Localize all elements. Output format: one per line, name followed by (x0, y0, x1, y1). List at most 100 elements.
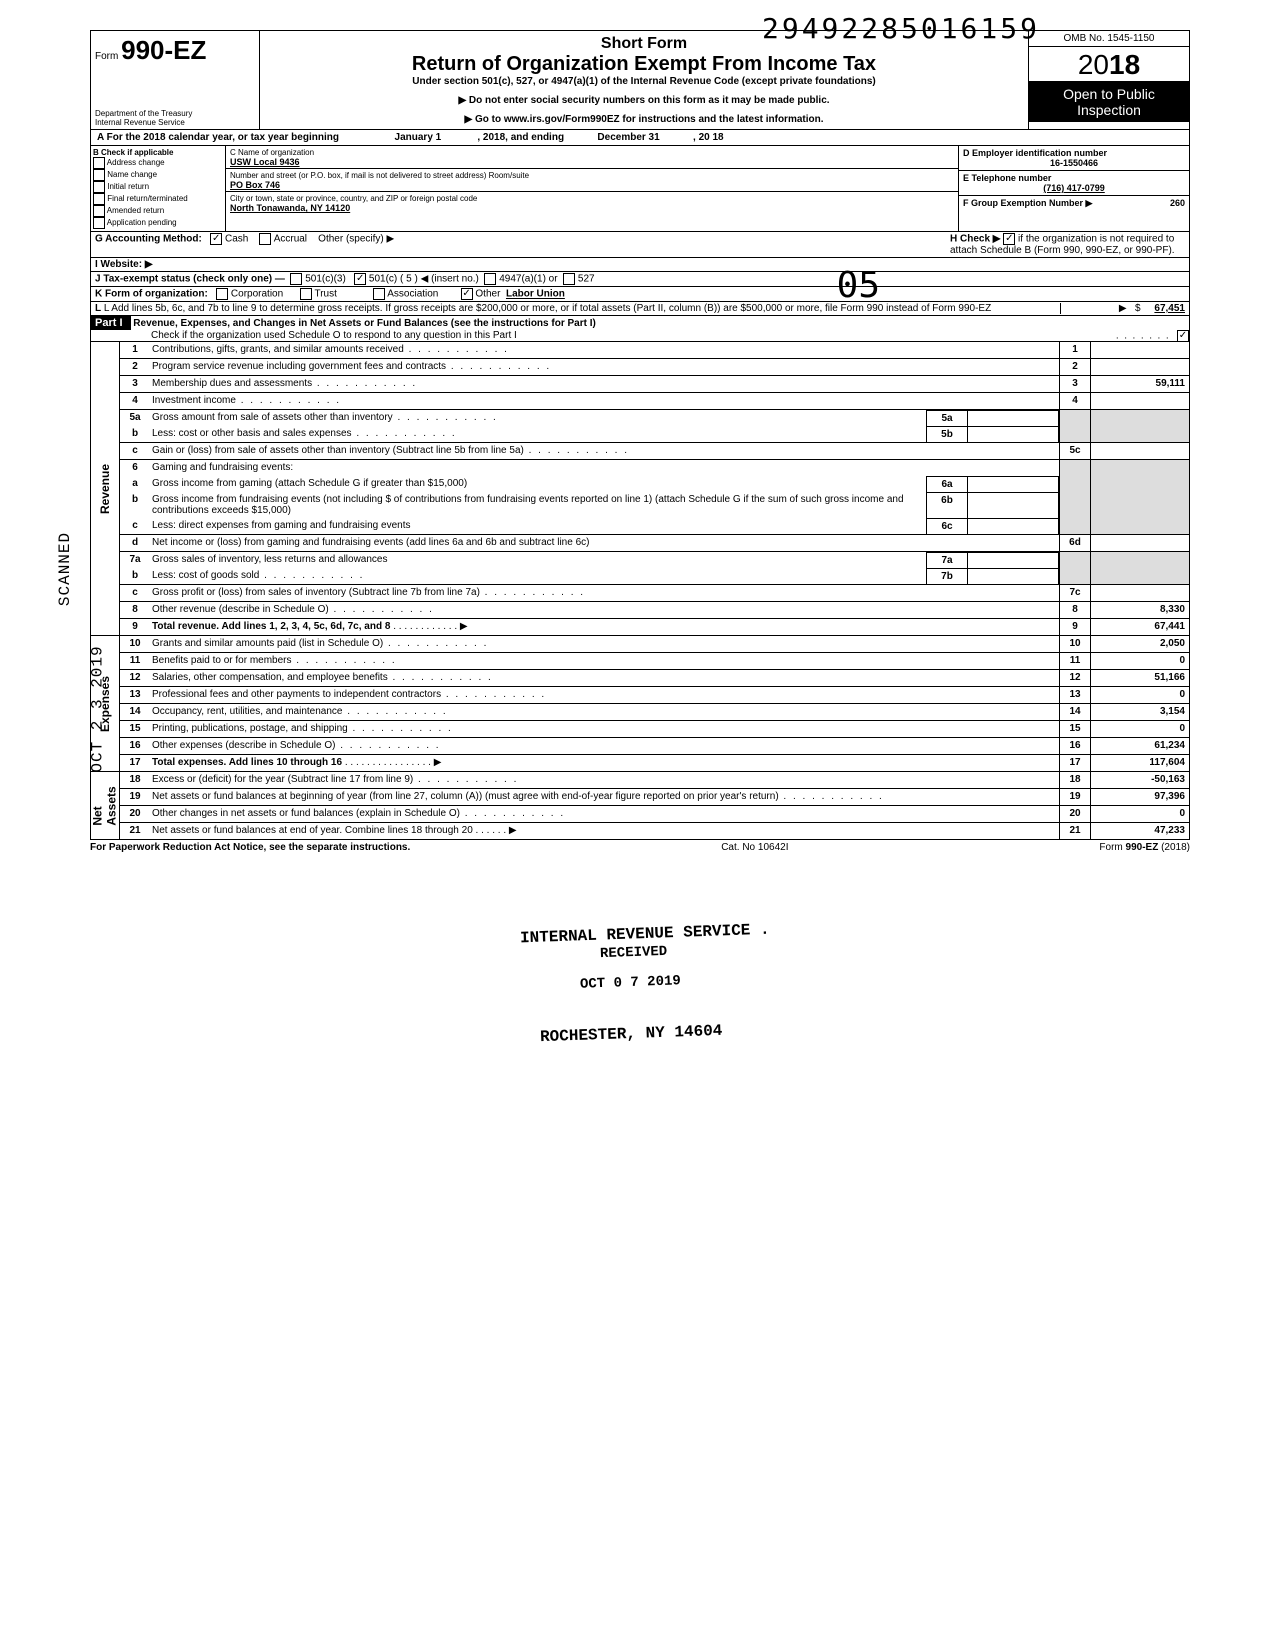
revenue-sidebar: Revenue (98, 463, 112, 513)
line-13-val: 0 (1090, 687, 1189, 703)
label-f-group: F Group Exemption Number ▶ (963, 198, 1092, 208)
line-l-value: 67,451 (1154, 303, 1185, 314)
irs-url: ▶ Go to www.irs.gov/Form990EZ for instru… (264, 114, 1024, 125)
phone-value: (716) 417-0799 (963, 183, 1185, 193)
line-14-val: 3,154 (1090, 704, 1189, 720)
line-19-desc: Net assets or fund balances at beginning… (150, 789, 1059, 805)
checkbox-application-pending[interactable] (93, 217, 105, 229)
checkbox-amended-return[interactable] (93, 205, 105, 217)
line-10-val: 2,050 (1090, 636, 1189, 652)
scanned-date-stamp: OCT 2 3 2019 (89, 645, 107, 772)
label-d-ein: D Employer identification number (963, 148, 1107, 158)
line-21-desc: Net assets or fund balances at end of ye… (150, 823, 1059, 839)
footer-paperwork: For Paperwork Reduction Act Notice, see … (90, 842, 410, 853)
line-7b-desc: Less: cost of goods sold (150, 568, 926, 584)
label-g-accounting: G Accounting Method: (95, 234, 202, 245)
stamp-rochester: ROCHESTER, NY 14604 (540, 1022, 723, 1046)
checkbox-initial-return[interactable] (93, 181, 105, 193)
line-6d-desc: Net income or (loss) from gaming and fun… (150, 535, 1059, 551)
stamp-received: RECEIVED (600, 944, 668, 962)
ein-value: 16-1550466 (963, 158, 1185, 168)
line-20-desc: Other changes in net assets or fund bala… (150, 806, 1059, 822)
checkbox-corp[interactable] (216, 288, 228, 300)
checkbox-h-schedule-b[interactable] (1003, 233, 1015, 245)
handwritten-05: 05 (837, 265, 880, 306)
line-20-val: 0 (1090, 806, 1189, 822)
stamp-irs: INTERNAL REVENUE SERVICE . (520, 921, 770, 948)
org-city: North Tonawanda, NY 14120 (230, 203, 350, 213)
line-8-val: 8,330 (1090, 602, 1189, 618)
line-5c-desc: Gain or (loss) from sale of assets other… (150, 443, 1059, 459)
line-9-desc: Total revenue. Add lines 1, 2, 3, 4, 5c,… (150, 619, 1059, 635)
line-15-desc: Printing, publications, postage, and shi… (150, 721, 1059, 737)
line-12-val: 51,166 (1090, 670, 1189, 686)
line-6-desc: Gaming and fundraising events: (150, 460, 1059, 476)
line-11-desc: Benefits paid to or for members (150, 653, 1059, 669)
return-title: Return of Organization Exempt From Incom… (264, 53, 1024, 76)
line-1-desc: Contributions, gifts, grants, and simila… (150, 342, 1059, 358)
label-i-website: I Website: ▶ (95, 259, 153, 270)
under-section: Under section 501(c), 527, or 4947(a)(1)… (264, 76, 1024, 87)
checkbox-assoc[interactable] (373, 288, 385, 300)
omb-number: OMB No. 1545-1150 (1029, 31, 1189, 47)
line-4-desc: Investment income (150, 393, 1059, 409)
checkbox-other-org[interactable] (461, 288, 473, 300)
line-9-val: 67,441 (1090, 619, 1189, 635)
checkbox-4947[interactable] (484, 273, 496, 285)
section-b-checkboxes: B Check if applicable Address change Nam… (91, 146, 226, 231)
line-7c-val (1090, 585, 1189, 601)
label-c-name: C Name of organization (230, 148, 314, 157)
line-3-desc: Membership dues and assessments (150, 376, 1059, 392)
net-assets-sidebar: Net Assets (91, 786, 119, 825)
checkbox-501c3[interactable] (290, 273, 302, 285)
line-7a-desc: Gross sales of inventory, less returns a… (150, 552, 926, 568)
line-6a-desc: Gross income from gaming (attach Schedul… (150, 476, 926, 492)
line-5b-desc: Less: cost or other basis and sales expe… (150, 426, 926, 442)
checkbox-accrual[interactable] (259, 233, 271, 245)
line-13-desc: Professional fees and other payments to … (150, 687, 1059, 703)
line-3-val: 59,111 (1090, 376, 1189, 392)
checkbox-cash[interactable] (210, 233, 222, 245)
label-h-check: H Check ▶ (950, 234, 1000, 245)
line-2-desc: Program service revenue including govern… (150, 359, 1059, 375)
checkbox-name-change[interactable] (93, 169, 105, 181)
line-4-val (1090, 393, 1189, 409)
line-17-desc: Total expenses. Add lines 10 through 16 … (150, 755, 1059, 771)
line-14-desc: Occupancy, rent, utilities, and maintena… (150, 704, 1059, 720)
footer-form-no: Form 990-EZ (2018) (1099, 842, 1190, 853)
line-8-desc: Other revenue (describe in Schedule O) (150, 602, 1059, 618)
checkbox-schedule-o-used[interactable] (1177, 330, 1189, 342)
group-exemption-value: 260 (1170, 198, 1185, 208)
stamp-date: OCT 0 7 2019 (580, 973, 681, 993)
org-name: USW Local 9436 (230, 157, 300, 167)
line-18-val: -50,163 (1090, 772, 1189, 788)
line-11-val: 0 (1090, 653, 1189, 669)
line-6b-desc: Gross income from fundraising events (no… (150, 492, 926, 518)
part-i-check-desc: Check if the organization used Schedule … (91, 330, 517, 341)
line-5a-desc: Gross amount from sale of assets other t… (150, 410, 926, 426)
line-6d-val (1090, 535, 1189, 551)
tax-year: 2018 (1029, 47, 1189, 82)
line-17-val: 117,604 (1090, 755, 1189, 771)
footer-cat-no: Cat. No 10642I (721, 842, 788, 853)
scanned-stamp: SCANNED (56, 532, 74, 606)
label-e-phone: E Telephone number (963, 173, 1051, 183)
line-a-calendar-year: A For the 2018 calendar year, or tax yea… (90, 130, 1190, 146)
form-number: Form 990-EZ (95, 35, 255, 66)
checkbox-trust[interactable] (300, 288, 312, 300)
checkbox-527[interactable] (563, 273, 575, 285)
checkbox-501c[interactable] (354, 273, 366, 285)
checkbox-address-change[interactable] (93, 157, 105, 169)
part-i-header: Part I (91, 316, 131, 330)
treasury-dept: Department of the TreasuryInternal Reven… (95, 109, 192, 127)
line-16-val: 61,234 (1090, 738, 1189, 754)
ssn-warning: ▶ Do not enter social security numbers o… (264, 95, 1024, 106)
part-i-desc: Revenue, Expenses, and Changes in Net As… (133, 318, 596, 329)
line-12-desc: Salaries, other compensation, and employ… (150, 670, 1059, 686)
checkbox-final-return[interactable] (93, 193, 105, 205)
line-19-val: 97,396 (1090, 789, 1189, 805)
label-k-form-org: K Form of organization: (95, 289, 208, 300)
line-1-val (1090, 342, 1189, 358)
line-15-val: 0 (1090, 721, 1189, 737)
line-21-val: 47,233 (1090, 823, 1189, 839)
